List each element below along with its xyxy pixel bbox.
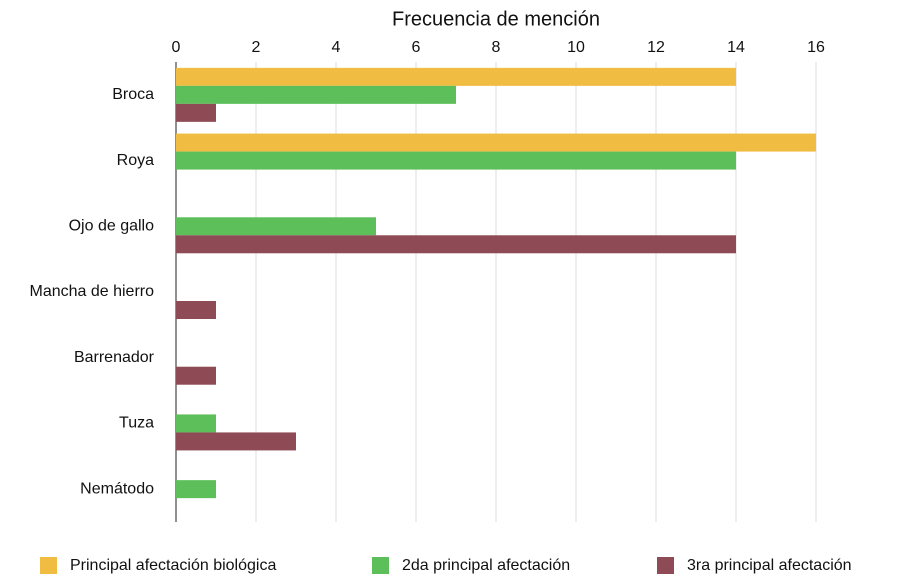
bar — [176, 432, 296, 451]
y-tick-label: Broca — [112, 86, 154, 103]
legend-label: 3ra principal afectación — [687, 557, 852, 574]
x-tick-label: 0 — [172, 39, 181, 56]
x-tick-label: 4 — [332, 39, 341, 56]
bar — [176, 85, 456, 104]
chart-title: Frecuencia de mención — [392, 8, 600, 30]
x-tick-label: 2 — [252, 39, 261, 56]
bar — [176, 235, 736, 254]
y-tick-label: Roya — [117, 152, 154, 169]
x-tick-label: 10 — [567, 39, 585, 56]
y-tick-label: Mancha de hierro — [29, 283, 154, 300]
y-tick-label: Nemátodo — [80, 480, 154, 497]
bar — [176, 67, 736, 86]
x-tick-label: 12 — [647, 39, 665, 56]
x-tick-label: 16 — [807, 39, 825, 56]
x-tick-label: 8 — [492, 39, 501, 56]
y-tick-label: Tuza — [119, 415, 154, 432]
bar — [176, 151, 736, 170]
legend-label: 2da principal afectación — [402, 557, 570, 574]
bar — [176, 366, 216, 385]
legend-swatch — [40, 557, 57, 574]
bar — [176, 103, 216, 122]
legend-swatch — [372, 557, 389, 574]
legend-label: Principal afectación biológica — [70, 557, 276, 574]
bar — [176, 217, 376, 236]
legend-swatch — [657, 557, 674, 574]
bar — [176, 301, 216, 319]
bar — [176, 480, 216, 499]
bar — [176, 414, 216, 433]
y-tick-label: Barrenador — [74, 349, 155, 366]
x-tick-label: 14 — [727, 39, 745, 56]
y-tick-label: Ojo de gallo — [69, 218, 154, 235]
x-tick-label: 6 — [412, 39, 421, 56]
bar — [176, 133, 816, 152]
